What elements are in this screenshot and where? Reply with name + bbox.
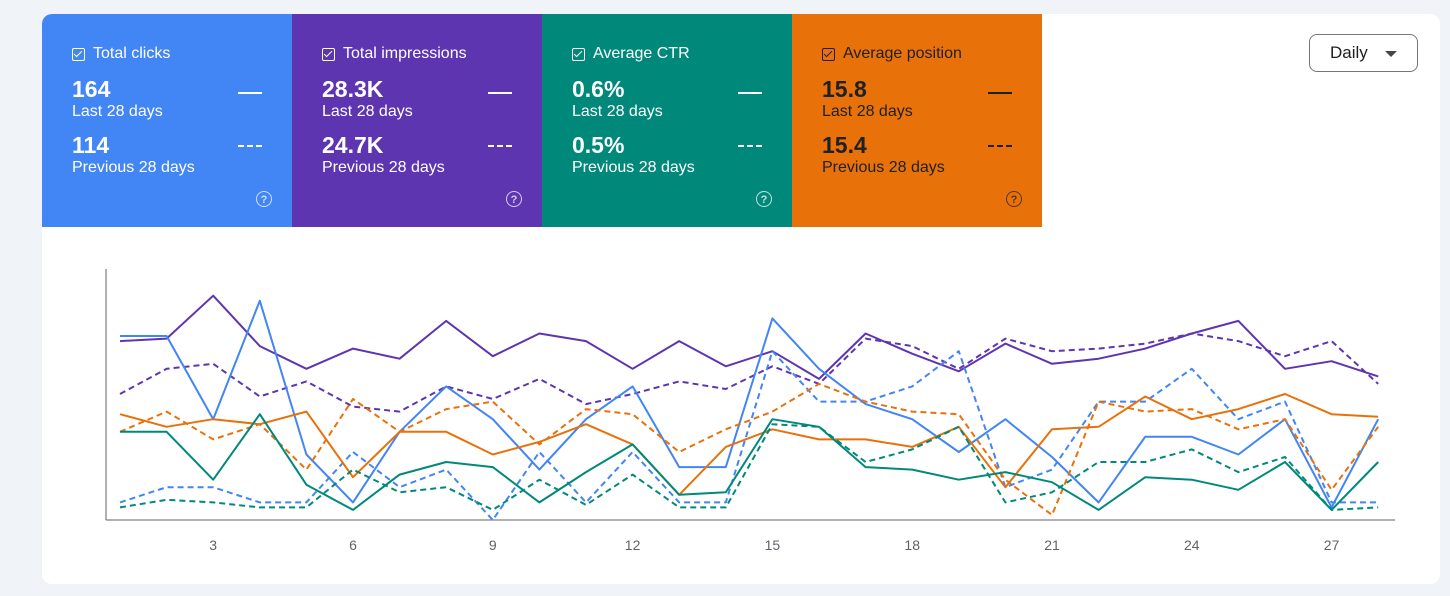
series-line-position-current bbox=[119, 393, 1379, 496]
metric-label: Average CTR bbox=[593, 45, 690, 62]
previous-row: 24.7K Previous 28 days bbox=[322, 132, 542, 178]
x-tick-label: 9 bbox=[489, 537, 497, 553]
metric-tile-impressions[interactable]: Total impressions 28.3K Last 28 days 24.… bbox=[292, 14, 542, 227]
checkbox-checked-icon[interactable] bbox=[572, 47, 585, 61]
previous-value: 0.5% bbox=[572, 132, 625, 158]
series-layer bbox=[119, 294, 1380, 521]
series-line-ctr-current bbox=[120, 413, 1379, 511]
x-tick-labels: 3 6 9 12 15 18 21 24 27 bbox=[209, 537, 1339, 553]
metric-label: Total clicks bbox=[93, 45, 171, 62]
granularity-value: Daily bbox=[1330, 43, 1368, 62]
current-row: 28.3K Last 28 days bbox=[322, 76, 542, 122]
metric-label: Average position bbox=[843, 45, 962, 62]
current-row: 164 Last 28 days bbox=[72, 76, 292, 122]
current-period: Last 28 days bbox=[572, 103, 663, 120]
solid-line-legend-icon bbox=[238, 92, 262, 94]
x-tick-label: 6 bbox=[349, 537, 357, 553]
current-row: 0.6% Last 28 days bbox=[572, 76, 792, 122]
current-value: 15.8 bbox=[822, 76, 867, 102]
previous-period: Previous 28 days bbox=[822, 159, 945, 176]
tile-header: Total impressions bbox=[322, 44, 542, 64]
solid-line-legend-icon bbox=[738, 92, 762, 94]
x-tick-label: 18 bbox=[904, 537, 920, 553]
current-period: Last 28 days bbox=[72, 103, 163, 120]
x-tick-label: 24 bbox=[1184, 537, 1200, 553]
tile-header: Average CTR bbox=[572, 44, 792, 64]
current-period: Last 28 days bbox=[822, 103, 913, 120]
dashed-line-legend-icon bbox=[988, 145, 1012, 147]
previous-period: Previous 28 days bbox=[322, 159, 445, 176]
x-tick-label: 21 bbox=[1044, 537, 1060, 553]
previous-period: Previous 28 days bbox=[72, 159, 195, 176]
dashed-line-legend-icon bbox=[488, 145, 512, 147]
performance-card: Total clicks 164 Last 28 days 114 Previo… bbox=[42, 14, 1440, 584]
granularity-dropdown[interactable]: Daily bbox=[1309, 34, 1418, 72]
metric-tiles: Total clicks 164 Last 28 days 114 Previo… bbox=[42, 14, 1042, 227]
x-tick-label: 27 bbox=[1324, 537, 1340, 553]
caret-down-icon bbox=[1385, 51, 1397, 57]
current-value: 164 bbox=[72, 76, 111, 102]
series-line-impressions-current bbox=[119, 294, 1379, 380]
solid-line-legend-icon bbox=[488, 92, 512, 94]
previous-value: 114 bbox=[72, 132, 110, 158]
checkbox-checked-icon[interactable] bbox=[822, 47, 835, 61]
x-tick-label: 15 bbox=[765, 537, 781, 553]
dashed-line-legend-icon bbox=[738, 145, 762, 147]
metric-label: Total impressions bbox=[343, 45, 467, 62]
current-period: Last 28 days bbox=[322, 103, 413, 120]
tile-header: Average position bbox=[822, 44, 1042, 64]
series-line-ctr-previous bbox=[119, 423, 1379, 511]
solid-line-legend-icon bbox=[988, 92, 1012, 94]
series-line-clicks-current bbox=[120, 299, 1380, 509]
previous-row: 114 Previous 28 days bbox=[72, 132, 292, 178]
previous-value: 15.4 bbox=[822, 132, 867, 158]
previous-row: 0.5% Previous 28 days bbox=[572, 132, 792, 178]
series-line-position-previous bbox=[119, 382, 1380, 516]
metric-tile-clicks[interactable]: Total clicks 164 Last 28 days 114 Previo… bbox=[42, 14, 292, 227]
checkbox-checked-icon[interactable] bbox=[322, 47, 335, 61]
x-tick-label: 3 bbox=[209, 537, 217, 553]
series-line-clicks-previous bbox=[119, 350, 1379, 521]
series-line-impressions-previous bbox=[119, 332, 1379, 413]
help-icon[interactable]: ? bbox=[506, 191, 522, 207]
metric-tile-position[interactable]: Average position 15.8 Last 28 days 15.4 … bbox=[792, 14, 1042, 227]
current-value: 0.6% bbox=[572, 76, 625, 102]
previous-row: 15.4 Previous 28 days bbox=[822, 132, 1042, 178]
help-icon[interactable]: ? bbox=[1006, 191, 1022, 207]
metric-tile-ctr[interactable]: Average CTR 0.6% Last 28 days 0.5% Previ… bbox=[542, 14, 792, 227]
performance-chart: 3 6 9 12 15 18 21 24 27 bbox=[105, 269, 1395, 553]
tile-header: Total clicks bbox=[72, 44, 292, 64]
help-icon[interactable]: ? bbox=[756, 191, 772, 207]
x-tick-label: 12 bbox=[625, 537, 641, 553]
previous-value: 24.7K bbox=[322, 132, 384, 158]
current-row: 15.8 Last 28 days bbox=[822, 76, 1042, 122]
dashed-line-legend-icon bbox=[238, 145, 262, 147]
checkbox-checked-icon[interactable] bbox=[72, 47, 85, 61]
current-value: 28.3K bbox=[322, 76, 384, 102]
previous-period: Previous 28 days bbox=[572, 159, 695, 176]
help-icon[interactable]: ? bbox=[256, 191, 272, 207]
